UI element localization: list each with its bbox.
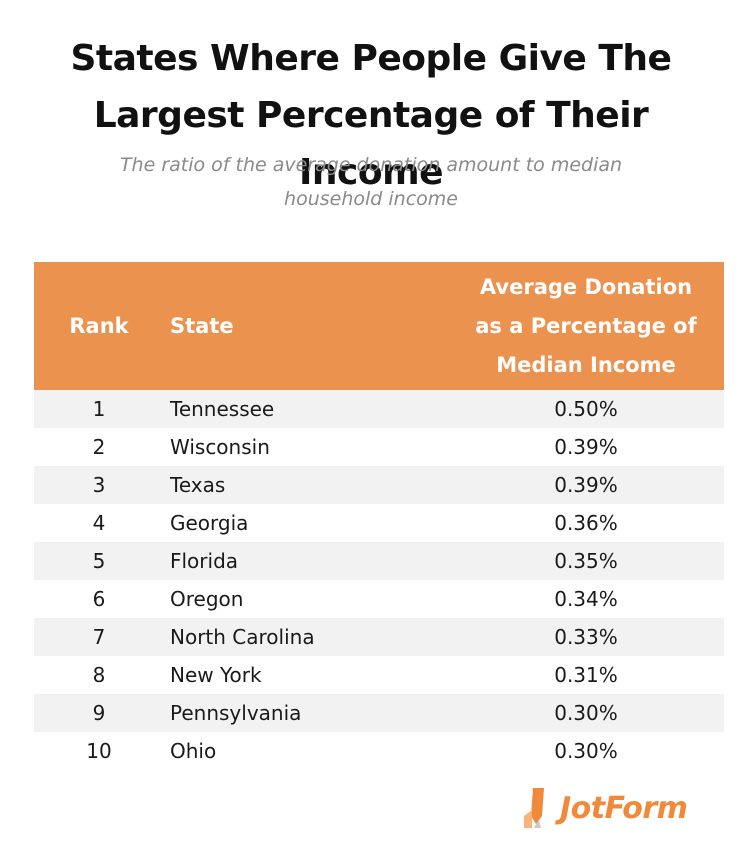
ranking-table: Rank State Average Donation as a Percent… bbox=[34, 262, 724, 770]
state-cell: New York bbox=[170, 663, 262, 687]
chart-subtitle: The ratio of the average donation amount… bbox=[60, 148, 682, 216]
percentage-cell: 0.30% bbox=[554, 701, 618, 725]
table-row: 2 Wisconsin 0.39% bbox=[34, 428, 724, 466]
rank-cell: 3 bbox=[92, 473, 106, 497]
state-cell: Tennessee bbox=[170, 397, 275, 421]
rank-cell: 7 bbox=[92, 625, 106, 649]
percentage-cell: 0.35% bbox=[554, 549, 618, 573]
table-row: 3 Texas 0.39% bbox=[34, 466, 724, 504]
chart-title-line-2: Largest Percentage of Their Income bbox=[93, 95, 649, 193]
column-header-percentage-line-1: Average Donation bbox=[479, 274, 693, 299]
rank-cell: 8 bbox=[92, 663, 106, 687]
percentage-cell: 0.50% bbox=[554, 397, 618, 421]
rank-cell: 9 bbox=[92, 701, 106, 725]
table-row: 6 Oregon 0.34% bbox=[34, 580, 724, 618]
state-cell: Wisconsin bbox=[170, 435, 270, 459]
state-cell: Texas bbox=[170, 473, 226, 497]
percentage-cell: 0.36% bbox=[554, 511, 618, 535]
percentage-cell: 0.34% bbox=[554, 587, 618, 611]
table-header: Rank State Average Donation as a Percent… bbox=[34, 262, 724, 390]
state-cell: North Carolina bbox=[170, 625, 315, 649]
table-row: 8 New York 0.31% bbox=[34, 656, 724, 694]
chart-title-line-1: States Where People Give The bbox=[70, 38, 672, 79]
column-header-percentage-line-2: as a Percentage of bbox=[475, 313, 697, 338]
state-cell: Oregon bbox=[170, 587, 244, 611]
chart-subtitle-line-2: household income bbox=[284, 188, 458, 210]
percentage-cell: 0.30% bbox=[554, 739, 618, 763]
percentage-cell: 0.39% bbox=[554, 435, 618, 459]
state-cell: Florida bbox=[170, 549, 239, 573]
table-row: 4 Georgia 0.36% bbox=[34, 504, 724, 542]
jotform-pencil-icon bbox=[524, 788, 544, 828]
state-cell: Pennsylvania bbox=[170, 701, 302, 725]
table-body: 1 Tennessee 0.50% 2 Wisconsin 0.39% 3 Texas 0.39… bbox=[34, 390, 724, 770]
jotform-wordmark: JotForm bbox=[560, 790, 688, 826]
column-header-state: State bbox=[170, 314, 234, 338]
chart-subtitle-line-1: The ratio of the average donation amount… bbox=[119, 154, 623, 176]
percentage-cell: 0.31% bbox=[554, 663, 618, 687]
rank-cell: 5 bbox=[92, 549, 106, 573]
column-header-percentage: Average Donation as a Percentage of Medi… bbox=[448, 262, 724, 390]
rank-cell: 10 bbox=[86, 739, 112, 763]
table-row: 7 North Carolina 0.33% bbox=[34, 618, 724, 656]
rank-cell: 1 bbox=[92, 397, 106, 421]
chart-title: States Where People Give The Largest Per… bbox=[20, 30, 722, 201]
table-row: 1 Tennessee 0.50% bbox=[34, 390, 724, 428]
jotform-logo: JotForm bbox=[520, 784, 720, 832]
column-header-rank: Rank bbox=[69, 314, 129, 338]
rank-cell: 4 bbox=[92, 511, 106, 535]
rank-cell: 2 bbox=[92, 435, 106, 459]
state-cell: Ohio bbox=[170, 739, 217, 763]
percentage-cell: 0.33% bbox=[554, 625, 618, 649]
column-header-percentage-line-3: Median Income bbox=[496, 352, 676, 377]
table-row: 9 Pennsylvania 0.30% bbox=[34, 694, 724, 732]
state-cell: Georgia bbox=[170, 511, 249, 535]
table-row: 5 Florida 0.35% bbox=[34, 542, 724, 580]
rank-cell: 6 bbox=[92, 587, 106, 611]
table-row: 10 Ohio 0.30% bbox=[34, 732, 724, 770]
percentage-cell: 0.39% bbox=[554, 473, 618, 497]
